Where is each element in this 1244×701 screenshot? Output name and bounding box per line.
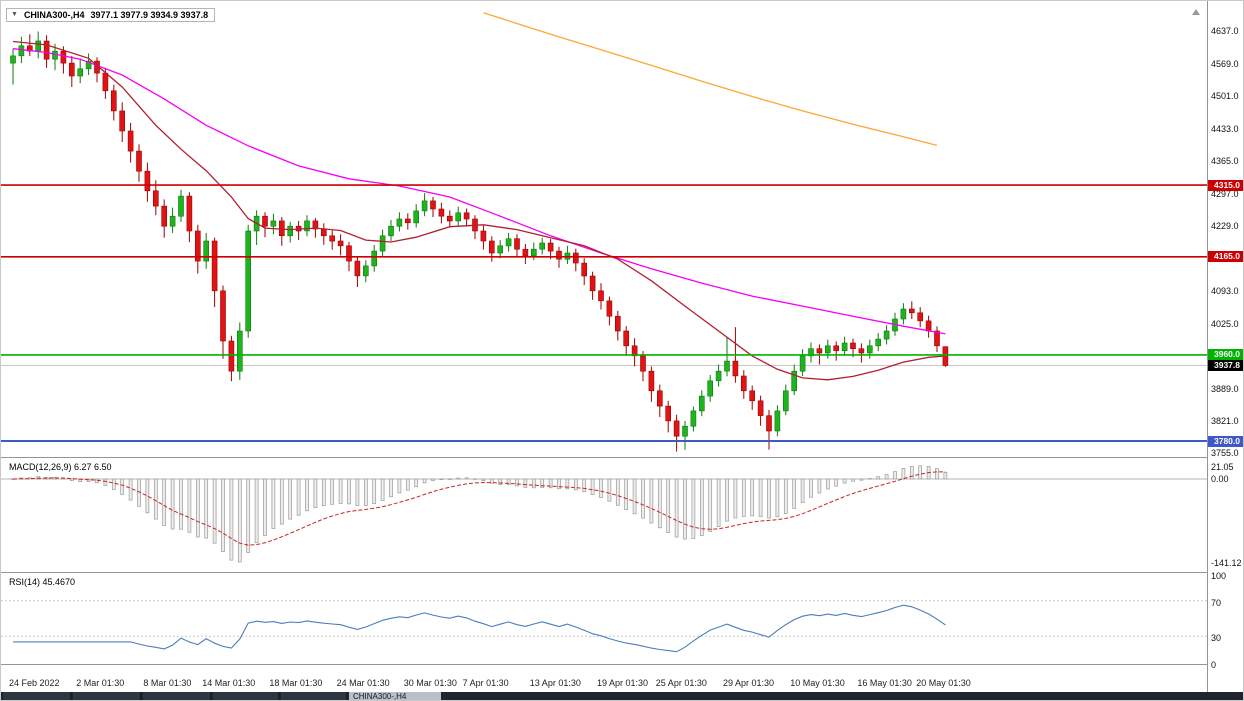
time-axis-label: 18 Mar 01:30 [269, 678, 323, 688]
rsi-axis-label: 70 [1211, 597, 1222, 608]
rsi-line [13, 604, 946, 653]
macd-histogram [11, 465, 948, 563]
main-price-chart[interactable] [1, 1, 1207, 457]
price-axis-label: 3889.0 [1211, 383, 1239, 394]
symbol-ohlc-readout: ▼ CHINA300-,H4 3977.1 3977.9 3934.9 3937… [6, 8, 216, 22]
bid-price-tag: 3937.8 [1208, 360, 1243, 371]
macd-signal-line [12, 471, 946, 546]
macd-axis-label: 0.00 [1211, 474, 1229, 484]
time-axis-label: 13 Apr 01:30 [529, 678, 581, 688]
price-axis[interactable]: 4637.0 4569.0 4501.0 4433.0 4365.0 4297.0 4229… [1207, 1, 1243, 700]
rsi-axis-label: 30 [1211, 633, 1222, 644]
price-axis-label: 4297.0 [1211, 188, 1239, 199]
price-axis-label: 4637.0 [1211, 26, 1239, 36]
time-axis-label: 16 May 01:30 [857, 678, 912, 688]
chart-tab[interactable] [213, 692, 279, 700]
chart-shift-marker[interactable] [1192, 9, 1200, 15]
chart-tabs-bar: CHINA300-,H4 [1, 692, 1243, 701]
ma-darkred-fast-line[interactable] [12, 40, 946, 381]
time-axis-label: 20 May 01:30 [916, 678, 971, 688]
price-axis-label: 4229.0 [1211, 221, 1239, 232]
price-axis-label: 4501.0 [1211, 91, 1239, 102]
time-axis-label: 7 Apr 01:30 [462, 678, 509, 688]
symbol-label: CHINA300-,H4 [23, 10, 85, 20]
panel-separator[interactable] [1, 572, 1243, 573]
rsi-indicator-label: RSI(14) 45.4670 [9, 577, 76, 587]
chart-tab-label: CHINA300-,H4 [353, 692, 407, 701]
macd-axis-label: -141.12 [1211, 558, 1242, 568]
rsi-axis-label: 100 [1211, 571, 1227, 581]
time-axis-label: 24 Feb 2022 [9, 678, 60, 688]
chart-tab-active[interactable]: CHINA300-,H4 [349, 692, 441, 701]
macd-axis-label: 21.05 [1211, 461, 1234, 472]
macd-indicator-panel[interactable] [1, 459, 1207, 571]
time-axis[interactable]: 24 Feb 2022 2 Mar 01:30 8 Mar 01:30 14 Mar … [1, 665, 1207, 692]
time-axis-label: 29 Apr 01:30 [723, 678, 775, 688]
chart-tab[interactable] [3, 692, 71, 700]
time-axis-label: 19 Apr 01:30 [597, 678, 649, 688]
panel-separator[interactable] [1, 457, 1243, 458]
time-axis-label: 25 Apr 01:30 [655, 678, 707, 688]
time-axis-label: 30 Mar 01:30 [403, 678, 457, 688]
price-axis-label: 4025.0 [1211, 318, 1239, 329]
ma-orange-long-line[interactable] [483, 12, 938, 147]
price-level-tag-3960.0[interactable]: 3960.0 [1208, 349, 1243, 361]
time-axis-label: 8 Mar 01:30 [143, 678, 192, 688]
chart-tab[interactable] [73, 692, 141, 700]
price-level-tag-3780.0[interactable]: 3780.0 [1208, 435, 1243, 447]
price-axis-label: 4365.0 [1211, 156, 1239, 167]
chart-tab[interactable] [281, 692, 347, 700]
time-axis-label: 14 Mar 01:30 [202, 678, 256, 688]
macd-indicator-label: MACD(12,26,9) 6.27 6.50 [9, 462, 112, 472]
ohlc-values: 3977.1 3977.9 3934.9 3937.8 [90, 10, 209, 20]
panel-separator [1, 664, 1243, 665]
price-axis-label: 3821.0 [1211, 416, 1239, 427]
price-axis-label: 4433.0 [1211, 123, 1239, 134]
time-axis-label: 2 Mar 01:30 [76, 678, 125, 688]
price-level-tag-4165.0[interactable]: 4165.0 [1208, 251, 1243, 263]
expand-arrow-icon[interactable]: ▼ [11, 11, 18, 18]
ma-magenta-slow-line[interactable] [12, 48, 946, 335]
price-axis-label: 4093.0 [1211, 286, 1239, 297]
rsi-axis-label: 0 [1211, 660, 1217, 670]
rsi-indicator-panel[interactable] [1, 574, 1207, 663]
candles-layer [10, 31, 949, 452]
time-axis-label: 10 May 01:30 [790, 678, 845, 688]
time-axis-label: 24 Mar 01:30 [336, 678, 390, 688]
price-axis-label: 4569.0 [1211, 58, 1239, 69]
chart-tab[interactable] [143, 692, 211, 700]
price-level-tag-4315.0[interactable]: 4315.0 [1208, 179, 1243, 191]
price-axis-label: 3755.0 [1211, 448, 1239, 458]
